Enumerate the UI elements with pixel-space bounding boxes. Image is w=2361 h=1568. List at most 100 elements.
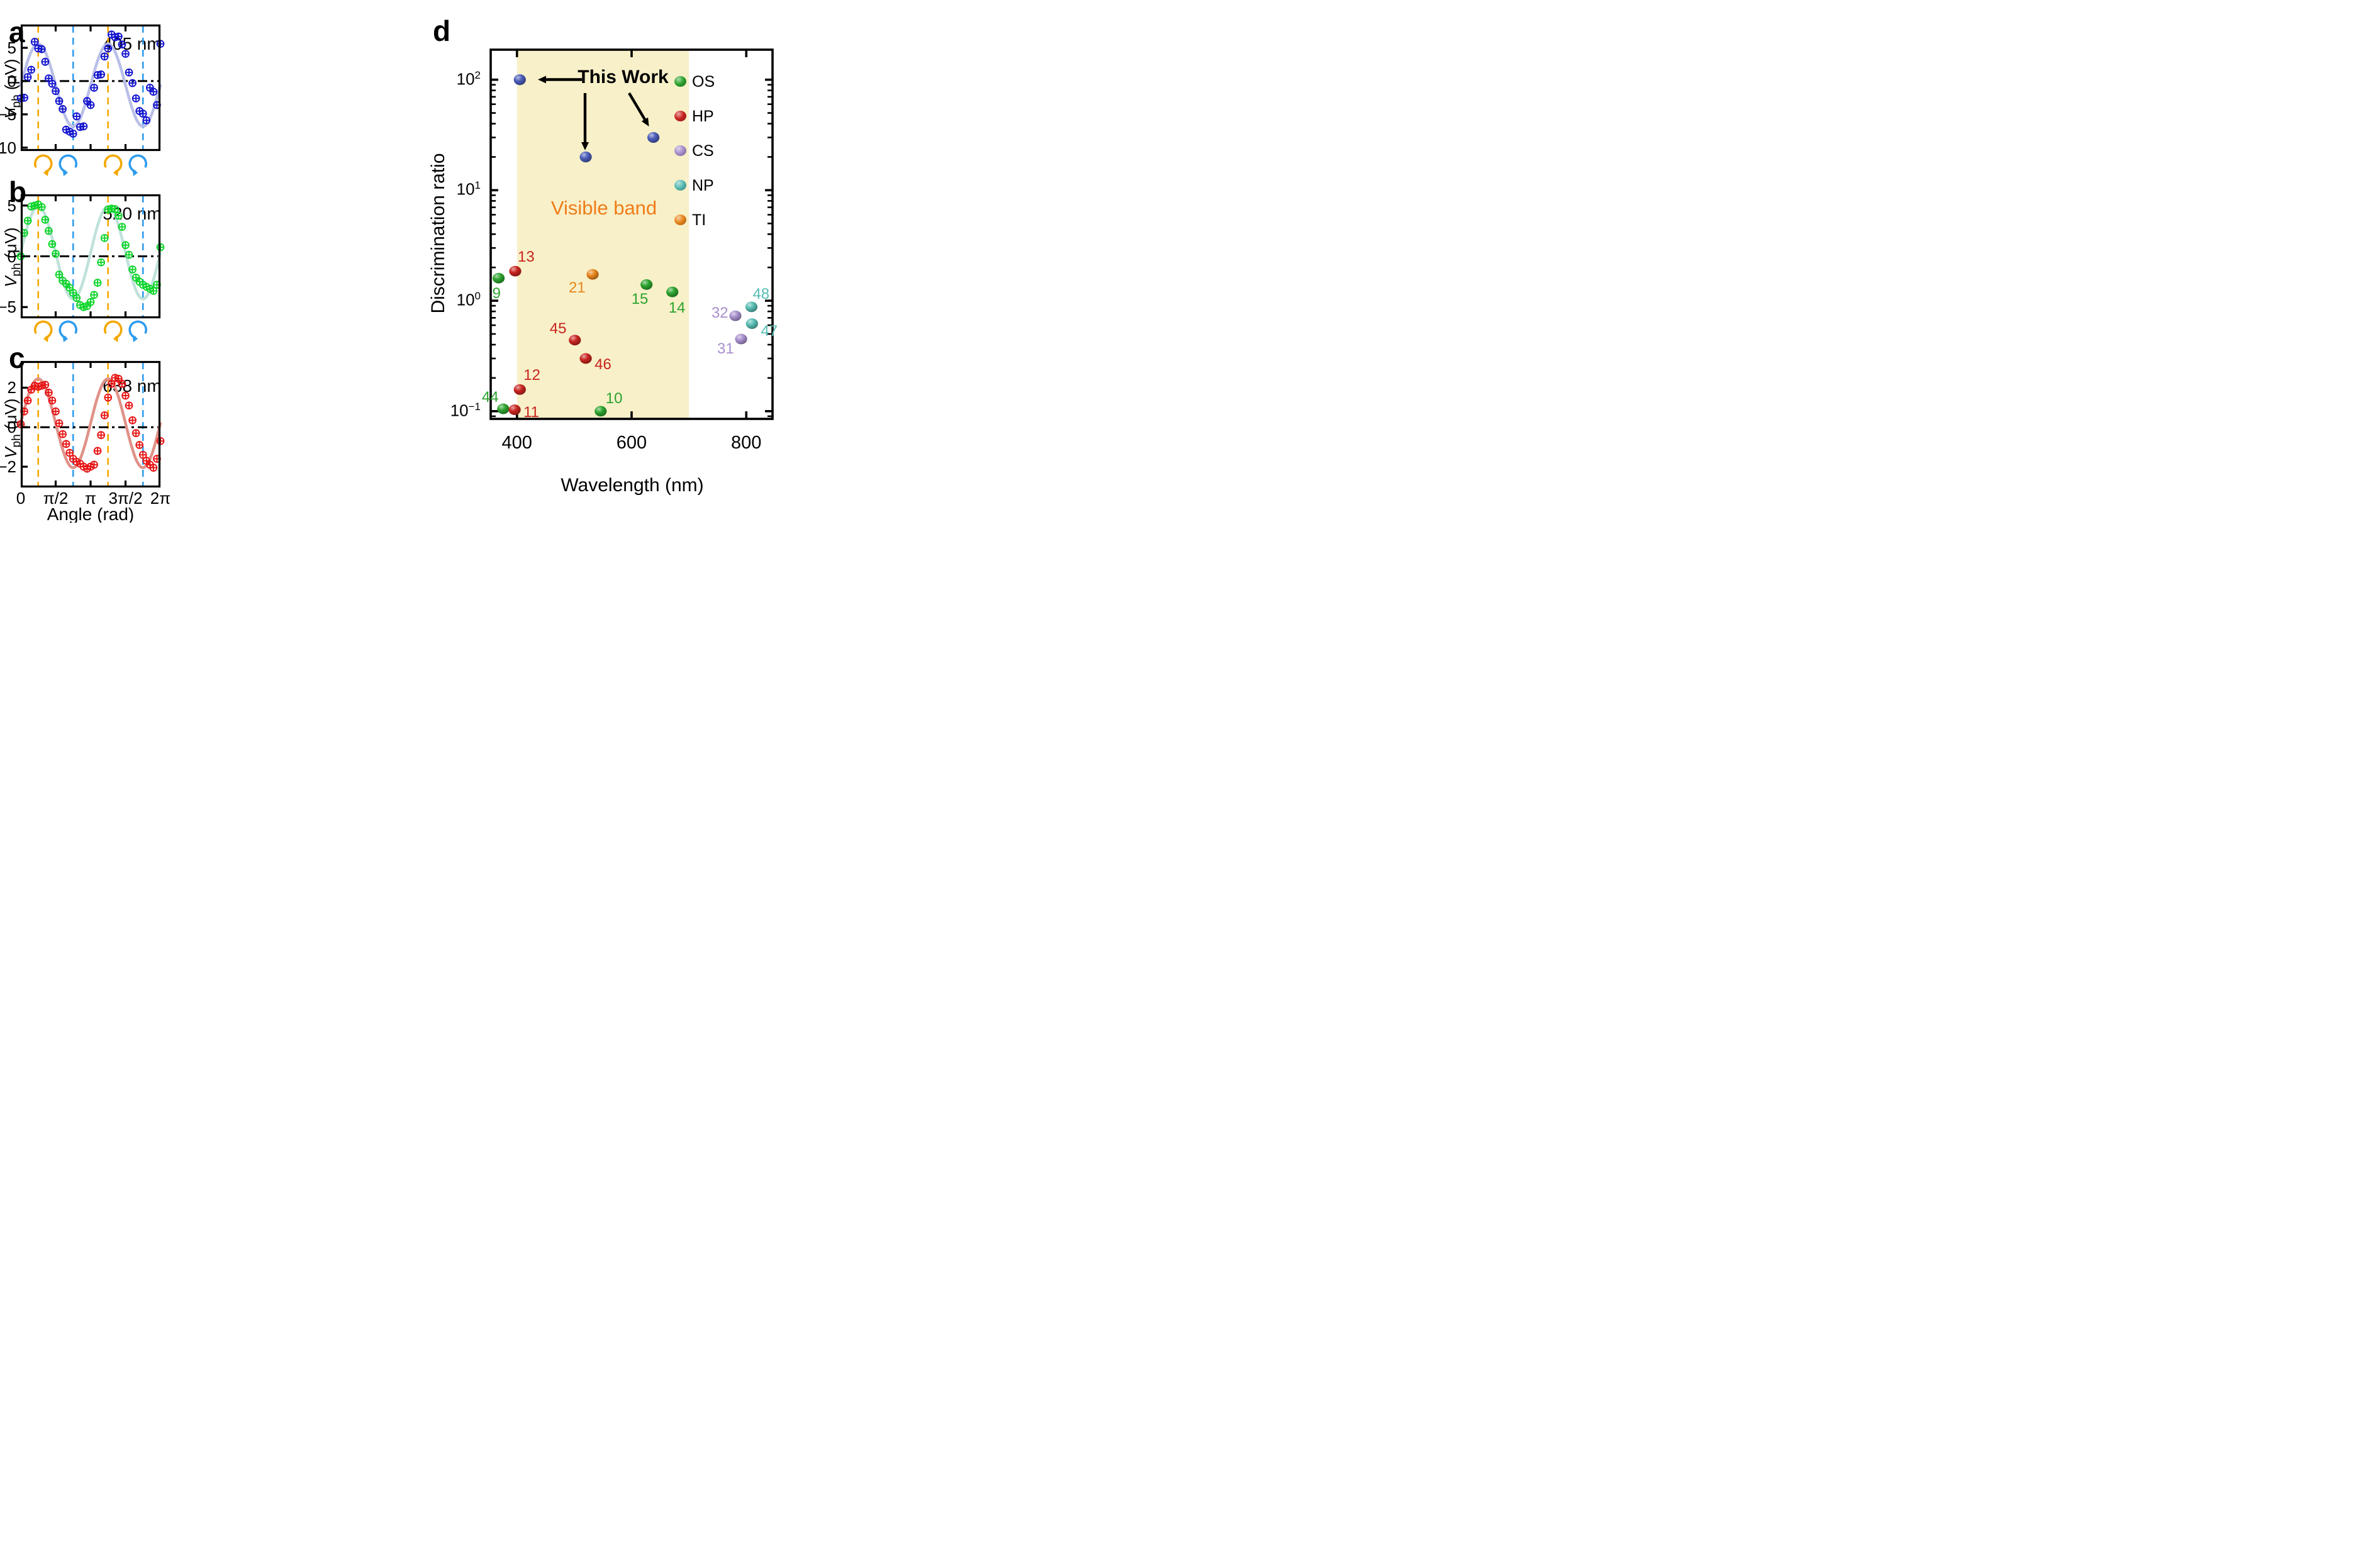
- legend-label-OS: OS: [692, 73, 715, 91]
- y-tick-label-d: 101: [440, 180, 481, 197]
- data-point: [100, 411, 109, 420]
- reference-point-9: [492, 272, 505, 284]
- data-point: [128, 265, 137, 274]
- data-point: [100, 52, 109, 61]
- legend-dot-OS: [674, 76, 686, 87]
- annotation-arrow-line: [628, 92, 646, 120]
- reference-point-46: [579, 353, 592, 364]
- plot-frame: [20, 24, 161, 152]
- reference-label-45: 45: [549, 320, 567, 337]
- ylabel-v: V: [1, 276, 20, 287]
- data-point: [52, 250, 60, 258]
- data-point: [149, 87, 158, 96]
- y-tick-label: 0: [7, 418, 16, 437]
- data-point: [97, 70, 106, 79]
- data-point: [121, 50, 130, 58]
- reference-label-12: 12: [523, 367, 540, 384]
- annotation-arrow-head: [581, 142, 589, 150]
- reference-point-14: [666, 286, 679, 297]
- x-tick-label-d: 800: [731, 433, 762, 453]
- rotation-arrow: [26, 154, 53, 187]
- legend-dot-CS: [674, 145, 686, 156]
- legend-label-HP: HP: [692, 108, 714, 125]
- y-tick-label: −5: [0, 297, 16, 317]
- this-work-point: [647, 131, 660, 143]
- panel-letter-b: b: [9, 175, 27, 208]
- reference-label-14: 14: [668, 299, 686, 317]
- data-point: [41, 381, 50, 389]
- ytick-base: 10: [450, 401, 469, 420]
- plot-panel-c: [16, 360, 165, 488]
- data-point: [114, 32, 123, 41]
- reference-point-21: [586, 269, 599, 280]
- reference-label-10: 10: [605, 389, 623, 407]
- data-point: [90, 84, 98, 92]
- rotation-arrow: [96, 320, 123, 353]
- this-work-point: [579, 151, 592, 163]
- data-point: [111, 205, 120, 213]
- figure-canvas: a b c d Vph (μV) Vph (μV) Vph (μV) 405 n…: [0, 0, 787, 523]
- data-point: [93, 447, 102, 455]
- reference-label-9: 9: [492, 285, 501, 303]
- ytick-exponent: −1: [468, 400, 481, 413]
- data-point: [48, 396, 57, 405]
- arrow-head: [113, 336, 119, 343]
- legend-dot-HP: [674, 111, 686, 121]
- panel-letter-d: d: [433, 14, 451, 47]
- arrow-arc: [59, 320, 78, 339]
- reference-label-44: 44: [481, 389, 499, 406]
- ytick-base: 10: [456, 69, 475, 89]
- y-tick-label: −5: [0, 104, 16, 124]
- y-tick-label: 5: [7, 38, 16, 58]
- reference-point-31: [735, 333, 747, 345]
- reference-label-46: 46: [594, 355, 611, 373]
- plot-frame: [20, 194, 161, 319]
- reference-point-44: [497, 403, 510, 414]
- data-point: [59, 105, 67, 113]
- data-point: [27, 65, 36, 74]
- data-point: [138, 109, 147, 118]
- x-axis-label-abc: Angle (rad): [47, 504, 135, 523]
- data-point: [114, 374, 123, 383]
- reference-label-32: 32: [711, 304, 728, 322]
- data-point: [48, 79, 57, 88]
- x-tick-label-d: 600: [616, 433, 647, 453]
- data-point: [125, 401, 133, 410]
- data-point: [104, 44, 113, 53]
- x-tick-label: 2π: [150, 489, 171, 508]
- reference-point-10: [594, 406, 607, 417]
- arrow-arc: [33, 154, 53, 173]
- arrow-head: [43, 336, 49, 343]
- data-point: [138, 450, 147, 459]
- data-point: [30, 38, 39, 46]
- data-point: [149, 287, 158, 295]
- plot-panel-a: [16, 24, 165, 152]
- counterclockwise-rotation-icon: [128, 154, 148, 177]
- clockwise-rotation-icon: [103, 320, 123, 343]
- data-point: [121, 241, 130, 250]
- arrow-head: [62, 170, 69, 177]
- ytick-exponent: 0: [474, 290, 481, 303]
- clockwise-rotation-icon: [103, 154, 123, 177]
- data-point: [45, 226, 53, 235]
- y-tick-label: −2: [0, 457, 16, 477]
- arrow-head: [132, 336, 138, 343]
- rotation-arrow: [96, 154, 123, 187]
- arrow-head: [43, 170, 49, 177]
- x-axis-label-d: Wavelength (nm): [561, 475, 704, 496]
- rotation-arrow: [59, 154, 86, 187]
- data-point: [142, 116, 151, 125]
- visible-band-label: Visible band: [550, 197, 657, 219]
- reference-label-11: 11: [523, 403, 540, 421]
- data-point: [118, 223, 126, 231]
- reference-point-48: [745, 301, 758, 313]
- rotation-arrow: [128, 320, 155, 353]
- data-point: [37, 45, 46, 53]
- data-point: [41, 216, 50, 224]
- rotation-arrow: [26, 320, 53, 353]
- y-tick-label: −10: [0, 138, 16, 157]
- data-point: [62, 440, 70, 448]
- arrow-arc: [33, 320, 53, 339]
- legend-dot-NP: [674, 180, 686, 191]
- data-point: [52, 87, 60, 96]
